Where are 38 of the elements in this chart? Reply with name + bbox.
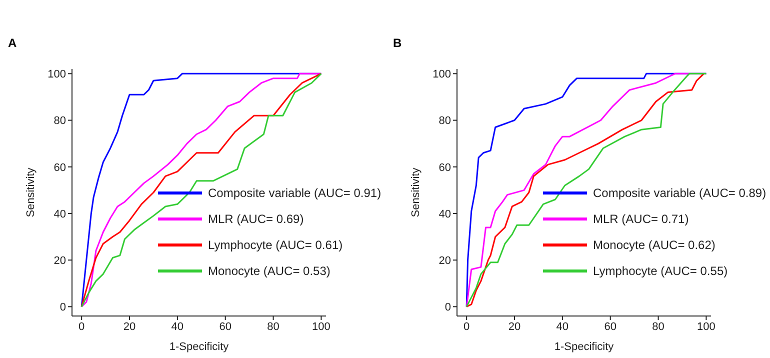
y-tick-label: 40 [54,208,66,220]
x-axis-title: 1-Specificity [554,341,614,353]
y-tick-label: 0 [444,302,451,314]
x-tick-label: 40 [556,320,569,333]
y-tick-label: 80 [438,115,451,128]
y-tick-label: 100 [48,68,66,81]
legend-label: Composite variable (AUC= 0.89) [593,185,766,202]
y-tick-label: 20 [438,254,451,267]
legend-label: Monocyte (AUC= 0.62) [593,237,716,254]
y-axis-title: Sensitivity [410,167,422,218]
y-tick-label: 0 [60,302,66,314]
x-tick-label: 20 [508,320,521,333]
x-axis-title: 1-Specificity [169,341,230,353]
y-tick-label: 80 [54,115,66,128]
legend-label: Lymphocyte (AUC= 0.61) [208,237,343,254]
y-axis-title: Sensitivity [24,167,37,218]
chart-title: A [8,36,17,50]
x-tick-label: 0 [464,320,470,333]
legend-label: MLR (AUC= 0.71) [593,211,689,228]
y-tick-label: 60 [54,162,66,174]
y-tick-label: 20 [54,254,66,267]
x-tick-label: 60 [604,320,616,333]
x-tick-label: 80 [652,320,664,333]
y-tick-label: 60 [438,162,451,174]
x-tick-label: 100 [312,320,330,333]
x-tick-label: 100 [697,320,716,333]
x-tick-label: 60 [219,320,232,333]
chart-title: B [393,36,402,50]
x-tick-label: 80 [267,320,280,333]
legend-label: MLR (AUC= 0.69) [208,211,304,228]
y-tick-label: 40 [438,208,451,220]
x-tick-label: 20 [123,320,136,333]
x-tick-label: 40 [171,320,184,333]
x-tick-label: 0 [78,320,85,333]
legend-label: Lymphocyte (AUC= 0.55) [593,263,728,280]
legend-label: Monocyte (AUC= 0.53) [208,263,330,280]
y-tick-label: 100 [432,68,451,81]
legend-label: Composite variable (AUC= 0.91) [208,185,382,202]
